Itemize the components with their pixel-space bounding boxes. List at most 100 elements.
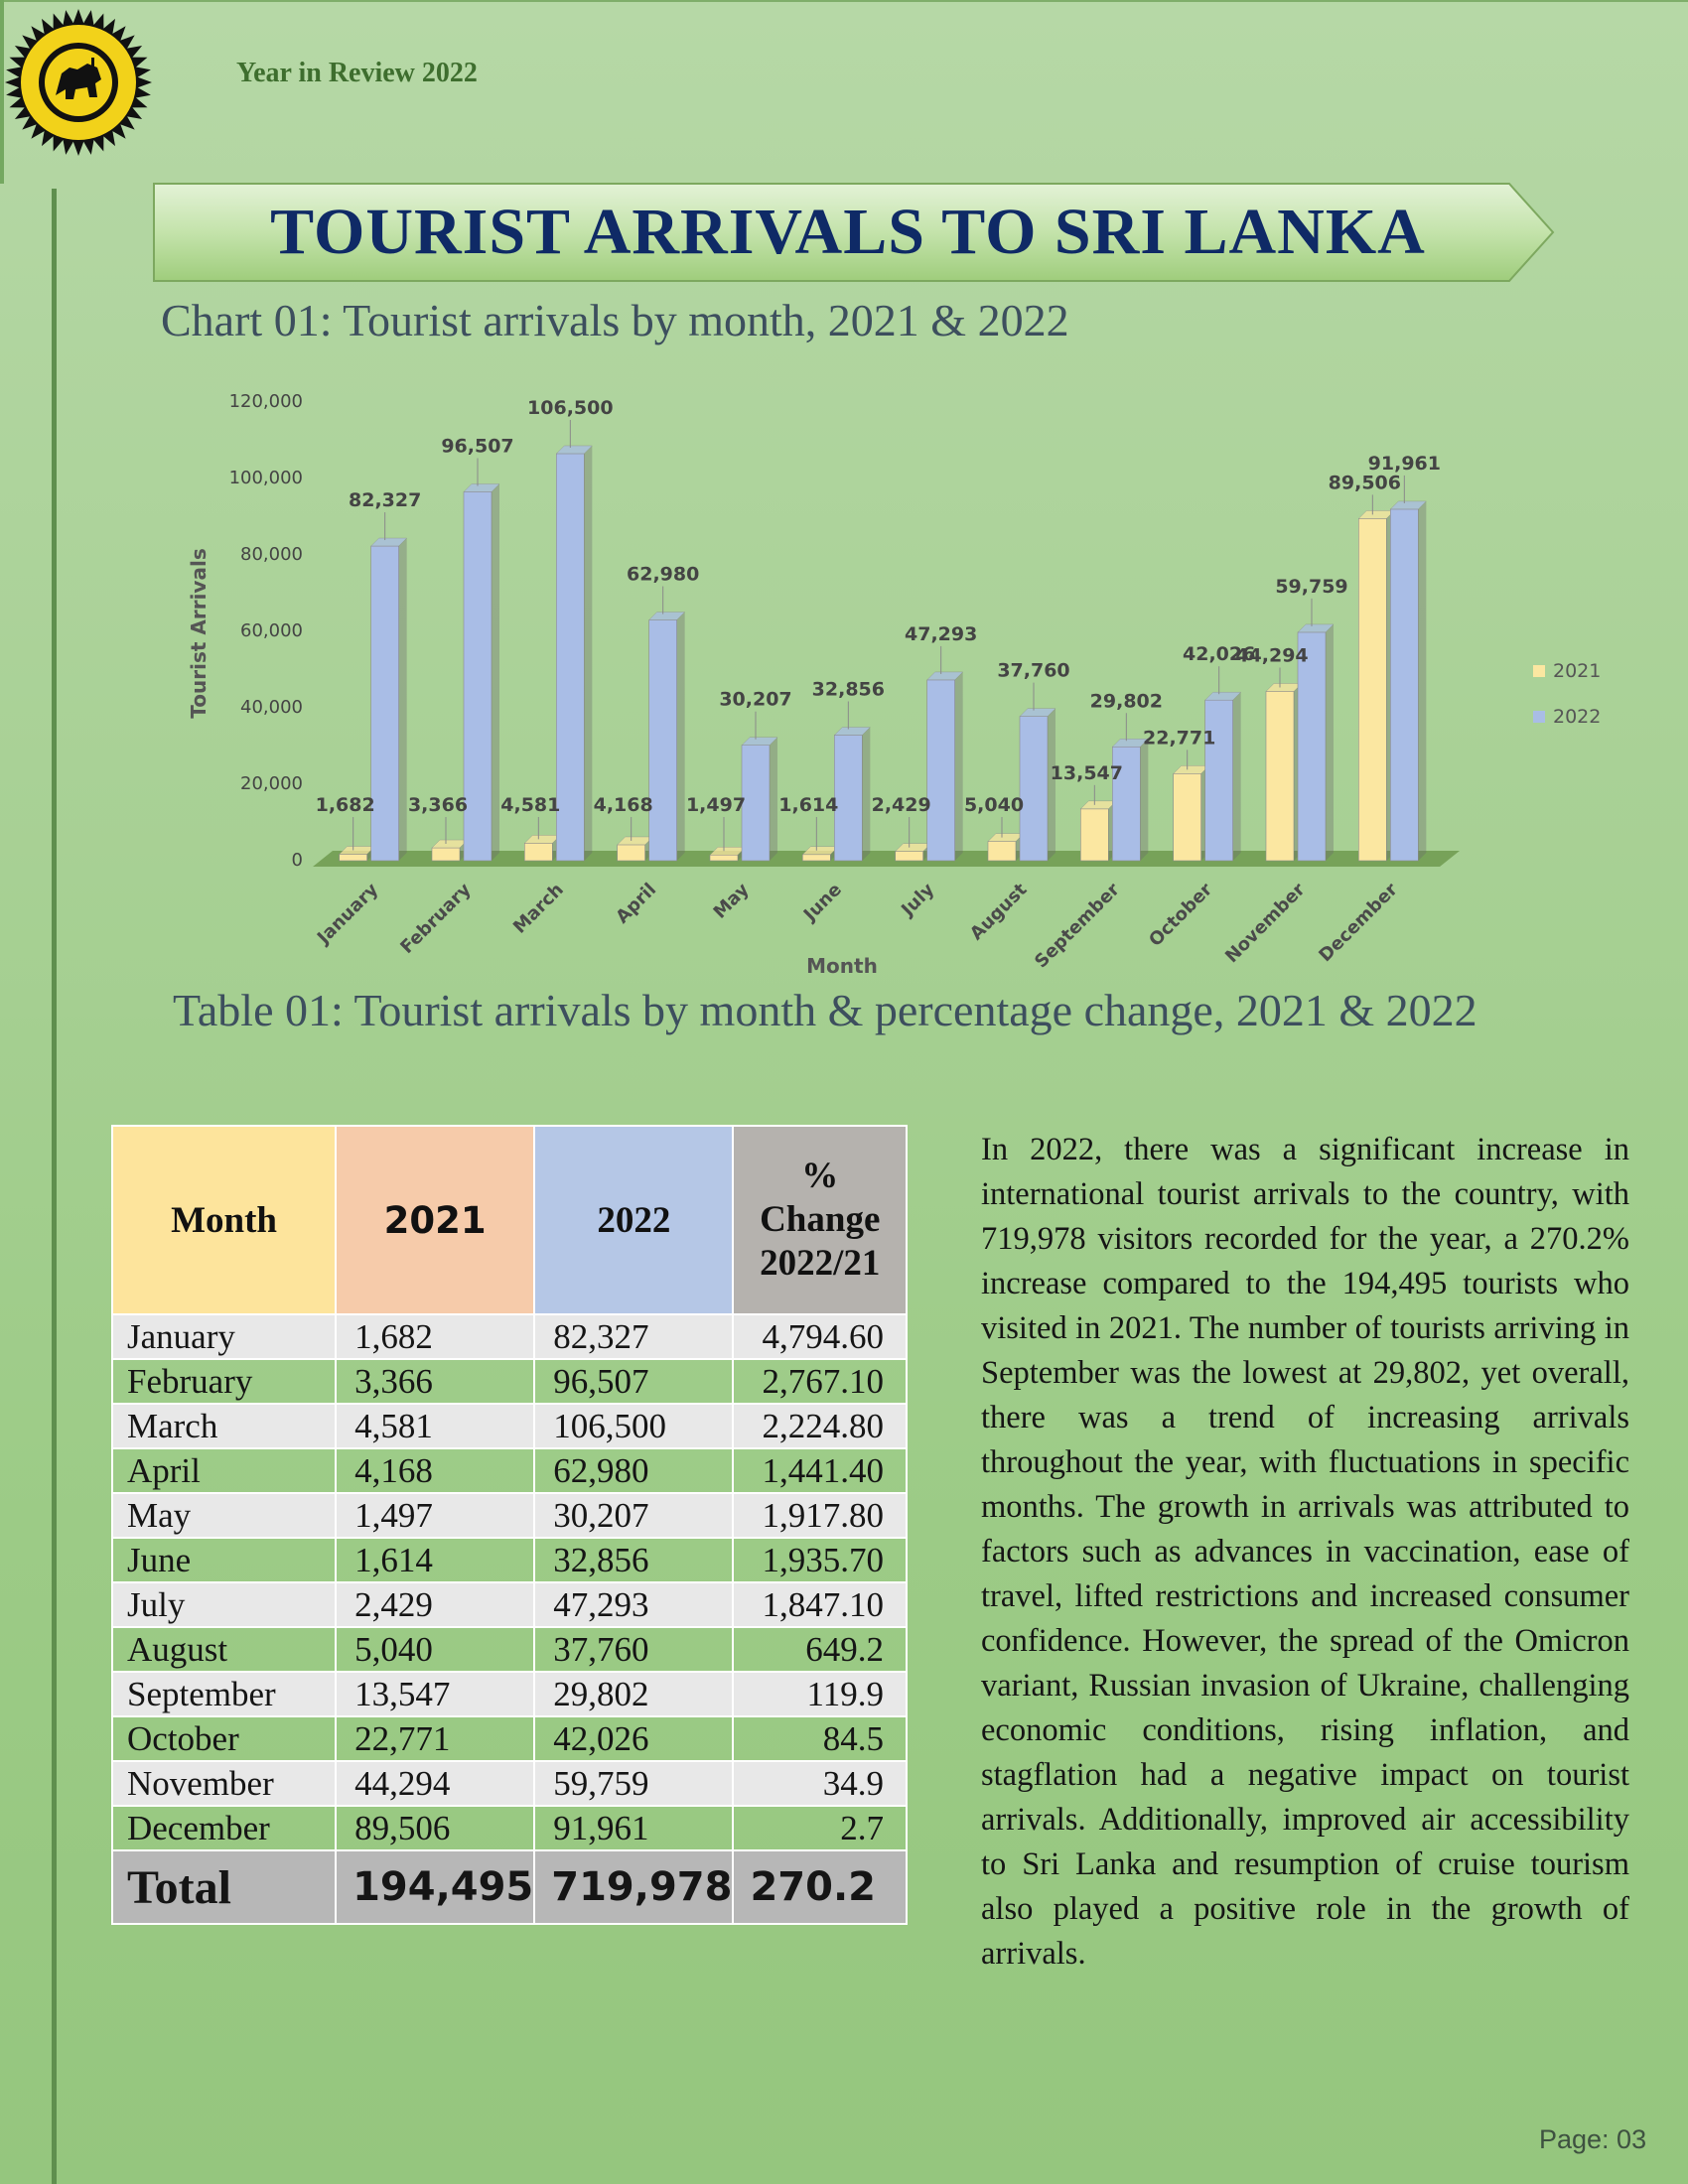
chart-caption: Chart 01: Tourist arrivals by month, 202… <box>161 295 1069 345</box>
bar-2022-side <box>1326 623 1334 861</box>
bar-2022-top <box>370 537 408 547</box>
bar-2022 <box>556 453 585 862</box>
header-2022: 2022 <box>533 1125 735 1315</box>
bar-2022-top <box>833 727 871 736</box>
x-tick-label: October <box>1145 880 1216 951</box>
cell-change: 84.5 <box>732 1715 908 1762</box>
table-row: September 13,547 29,802 119.9 <box>110 1671 908 1717</box>
header-title: Year in Review 2022 <box>236 58 478 88</box>
cell-month: May <box>110 1492 338 1539</box>
cell-y2021: 89,506 <box>335 1805 536 1851</box>
data-label-2021: 5,040 <box>964 794 1024 816</box>
table-row: June 1,614 32,856 1,935.70 <box>110 1537 908 1583</box>
cell-y2021: 2,429 <box>335 1581 536 1628</box>
y-tick-label: 100,000 <box>229 468 303 488</box>
data-label-2022: 106,500 <box>527 397 614 419</box>
bar-2021 <box>1358 518 1387 862</box>
bar-2022-side <box>492 483 499 861</box>
total-y2022: 719,978 <box>533 1849 735 1925</box>
title-banner: TOURIST ARRIVALS TO SRI LANKA <box>153 183 1563 282</box>
x-axis-title: Month <box>806 954 878 978</box>
cell-month: November <box>110 1760 338 1807</box>
table-row: July 2,429 47,293 1,847.10 <box>110 1581 908 1628</box>
y-axis-title: Tourist Arrivals <box>187 548 211 718</box>
x-tick-label: December <box>1315 880 1402 967</box>
cell-change: 119.9 <box>732 1671 908 1717</box>
y-tick-label: 40,000 <box>240 697 303 718</box>
data-label-2021: 4,168 <box>594 794 653 816</box>
data-label-2022: 32,856 <box>812 679 885 701</box>
y-tick-label: 0 <box>292 850 303 871</box>
header-change-line1: % <box>801 1156 839 1196</box>
bar-2022-side <box>1418 500 1427 861</box>
x-tick-label: April <box>612 880 660 928</box>
x-tick-label: January <box>312 880 382 950</box>
cell-y2021: 1,497 <box>335 1492 536 1539</box>
x-tick-label: May <box>710 880 754 923</box>
cell-y2021: 5,040 <box>335 1626 536 1673</box>
cell-y2021: 44,294 <box>335 1760 536 1807</box>
banner-title: TOURIST ARRIVALS TO SRI LANKA <box>270 196 1426 268</box>
table-row: December 89,506 91,961 2.7 <box>110 1805 908 1851</box>
header-change-line2: Change <box>760 1199 881 1240</box>
cell-y2022: 96,507 <box>533 1358 735 1405</box>
header-change: % Change 2022/21 <box>732 1125 908 1315</box>
cell-y2021: 22,771 <box>335 1715 536 1762</box>
cell-y2022: 62,980 <box>533 1447 735 1494</box>
y-tick-label: 120,000 <box>229 391 303 412</box>
x-tick-label: June <box>798 880 846 927</box>
cell-change: 1,917.80 <box>732 1492 908 1539</box>
chart-floor <box>313 851 1460 867</box>
bar-2022-top <box>741 737 778 746</box>
cell-y2022: 42,026 <box>533 1715 735 1762</box>
cell-month: February <box>110 1358 338 1405</box>
y-tick-label: 60,000 <box>240 620 303 641</box>
emblem-logo <box>5 9 152 156</box>
legend-swatch <box>1533 665 1545 677</box>
bar-2021 <box>895 851 923 862</box>
summary-paragraph: In 2022, there was a significant increas… <box>981 1132 1629 1972</box>
bar-2022-side <box>954 671 963 861</box>
cell-change: 1,847.10 <box>732 1581 908 1628</box>
data-label-2021: 13,547 <box>1051 762 1123 784</box>
data-label-2021: 22,771 <box>1143 727 1215 749</box>
bar-2022 <box>834 735 863 862</box>
legend-label: 2021 <box>1553 660 1601 682</box>
bar-2022-top <box>648 612 686 620</box>
cell-change: 2.7 <box>732 1805 908 1851</box>
legend-swatch <box>1533 711 1545 723</box>
table-row: March 4,581 106,500 2,224.80 <box>110 1403 908 1449</box>
data-label-2022: 42,026 <box>1183 643 1255 665</box>
chart-container: 0 20,000 40,000 60,000 80,000 100,000 120,000 T… <box>159 377 1609 993</box>
bar-2022 <box>370 545 399 862</box>
cell-month: June <box>110 1537 338 1583</box>
cell-change: 2,767.10 <box>732 1358 908 1405</box>
bar-2022 <box>1112 746 1141 862</box>
bar-2022 <box>1204 699 1233 862</box>
x-tick-label: August <box>966 879 1032 944</box>
bar-2022-side <box>1048 708 1055 861</box>
total-y2021: 194,495 <box>335 1849 536 1925</box>
data-label-2021: 89,506 <box>1329 472 1401 493</box>
data-label-2022: 47,293 <box>905 623 977 645</box>
cell-y2022: 106,500 <box>533 1403 735 1449</box>
x-tick-label: February <box>396 879 475 957</box>
bar-2022-top <box>1111 739 1149 748</box>
cell-y2021: 13,547 <box>335 1671 536 1717</box>
cell-month: April <box>110 1447 338 1494</box>
cell-y2022: 37,760 <box>533 1626 735 1673</box>
cell-y2022: 59,759 <box>533 1760 735 1807</box>
cell-y2021: 3,366 <box>335 1358 536 1405</box>
bar-2022-top <box>1019 708 1056 717</box>
arrivals-table: Month 2021 2022 % Change 2022/21 January… <box>110 1125 908 1925</box>
table-caption: Table 01: Tourist arrivals by month & pe… <box>173 985 1477 1035</box>
cell-month: August <box>110 1626 338 1673</box>
y-tick-label: 20,000 <box>240 773 303 794</box>
bar-2021 <box>617 844 645 862</box>
bar-2022 <box>648 619 677 862</box>
cell-y2022: 82,327 <box>533 1313 735 1360</box>
cell-y2021: 1,614 <box>335 1537 536 1583</box>
table-total-row: Total 194,495 719,978 270.2 <box>110 1849 908 1925</box>
x-tick-label: July <box>896 880 938 922</box>
bar-2021 <box>431 847 461 862</box>
